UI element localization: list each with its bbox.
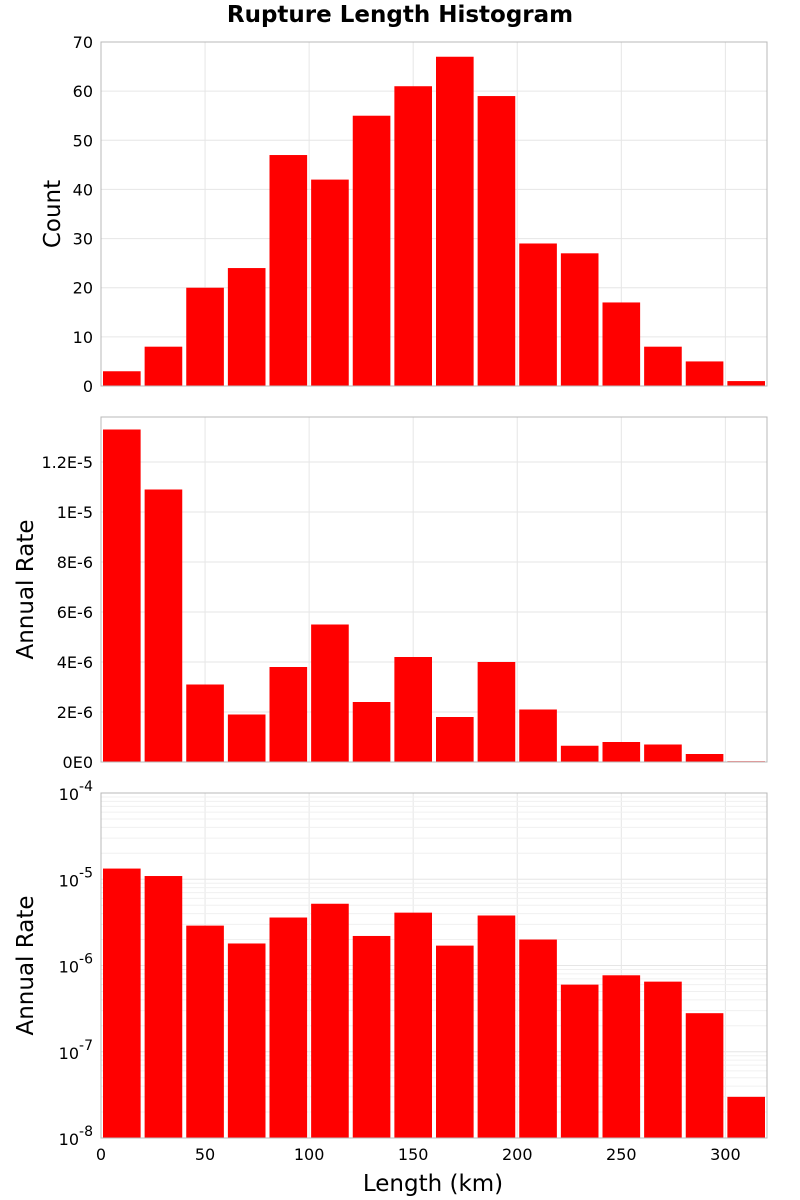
y-axis-label: Count: [40, 180, 66, 248]
y-tick-label: 30: [73, 230, 93, 249]
x-tick-label: 0: [96, 1145, 106, 1164]
histogram-bar: [602, 975, 641, 1138]
histogram-bar: [103, 429, 141, 762]
rate-linear-histogram-panel: 0E0 2E-6 4E-6 6E-6 8E-6 1E-5 1.2E-5 Annual Rate: [13, 416, 768, 772]
histogram-bar: [352, 935, 391, 1138]
y-tick-label: 10-8: [59, 1124, 93, 1149]
x-tick-label: 150: [398, 1145, 429, 1164]
y-tick-label: 10-6: [59, 952, 93, 977]
histogram-bar: [685, 361, 724, 386]
histogram-bar: [269, 917, 308, 1138]
histogram-bar: [186, 925, 224, 1138]
x-tick-label: 250: [606, 1145, 637, 1164]
y-axis-label: Annual Rate: [13, 896, 39, 1036]
histogram-bar: [436, 56, 474, 386]
plot-frame: [100, 792, 768, 1139]
y-tick-label: 10-7: [59, 1038, 93, 1063]
y-tick-label: 20: [73, 279, 93, 298]
x-tick-label: 300: [710, 1145, 741, 1164]
y-tick-label: 40: [73, 180, 93, 199]
histogram-bar: [227, 714, 266, 762]
histogram-bar: [477, 915, 516, 1138]
plot-frame: [100, 416, 768, 763]
histogram-bar: [436, 717, 474, 762]
chart-title: Rupture Length Histogram: [227, 2, 573, 28]
histogram-bar: [144, 876, 183, 1138]
histogram-bar: [560, 253, 599, 386]
histogram-bar: [186, 287, 224, 386]
histogram-bar: [352, 115, 391, 386]
histogram-bar: [727, 381, 765, 386]
x-tick-label: 100: [294, 1145, 325, 1164]
histogram-bar: [103, 371, 141, 386]
histogram-bar: [227, 268, 266, 386]
histogram-bar: [311, 624, 349, 762]
y-tick-label: 70: [73, 33, 93, 52]
histogram-bar: [269, 155, 308, 386]
histogram-bar: [644, 744, 682, 762]
histogram-bar: [436, 945, 474, 1138]
histogram-bar: [477, 96, 516, 387]
histogram-bar: [144, 489, 183, 762]
y-tick-label: 1.2E-5: [41, 453, 93, 472]
histogram-bar: [394, 657, 432, 762]
histogram-bar: [311, 903, 349, 1138]
y-axis-label: Annual Rate: [13, 520, 39, 660]
histogram-bar: [519, 243, 557, 386]
histogram-bar: [394, 86, 432, 386]
histogram-bar: [227, 943, 266, 1138]
histogram-bar: [352, 702, 391, 762]
y-tick-label: 60: [73, 82, 93, 101]
y-tick-label: 0E0: [63, 753, 93, 772]
y-tick-label: 10-5: [59, 865, 93, 890]
histogram-bar: [727, 1096, 765, 1138]
y-tick-label: 2E-6: [57, 703, 93, 722]
histogram-bar: [477, 662, 516, 762]
y-tick-label: 8E-6: [57, 553, 93, 572]
histogram-bar: [644, 346, 682, 386]
histogram-bar: [560, 984, 599, 1138]
y-tick-label: 50: [73, 131, 93, 150]
histogram-bar: [269, 667, 308, 762]
histogram-bar: [602, 302, 641, 386]
y-tick-label: 10-4: [59, 779, 93, 804]
y-tick-label: 0: [83, 377, 93, 396]
x-tick-label: 50: [195, 1145, 215, 1164]
histogram-bar: [644, 981, 682, 1138]
y-tick-label: 6E-6: [57, 603, 93, 622]
histogram-bar: [311, 179, 349, 386]
histogram-bar: [144, 346, 183, 386]
y-tick-label: 4E-6: [57, 653, 93, 672]
histogram-bar: [394, 912, 432, 1138]
histogram-bar: [685, 754, 724, 762]
x-tick-label: 200: [502, 1145, 533, 1164]
histogram-bar: [186, 684, 224, 762]
histogram-bar: [519, 709, 557, 762]
x-axis-label: Length (km): [363, 1171, 503, 1197]
rate-log-histogram-panel: 10-8 10-7 10-6 10-5 10-4 Annual Rate 0 50 100 150…: [13, 779, 768, 1164]
plot-frame: [100, 41, 768, 387]
histogram-bar: [685, 1013, 724, 1138]
y-tick-label: 10: [73, 328, 93, 347]
count-histogram-panel: 0 10 20 30 40 50 60 70 Count: [40, 33, 768, 396]
histogram-bar: [560, 745, 599, 762]
y-tick-label: 1E-5: [57, 503, 93, 522]
histogram-bar: [519, 939, 557, 1138]
histogram-bar: [103, 868, 141, 1138]
histogram-bar: [602, 742, 641, 762]
